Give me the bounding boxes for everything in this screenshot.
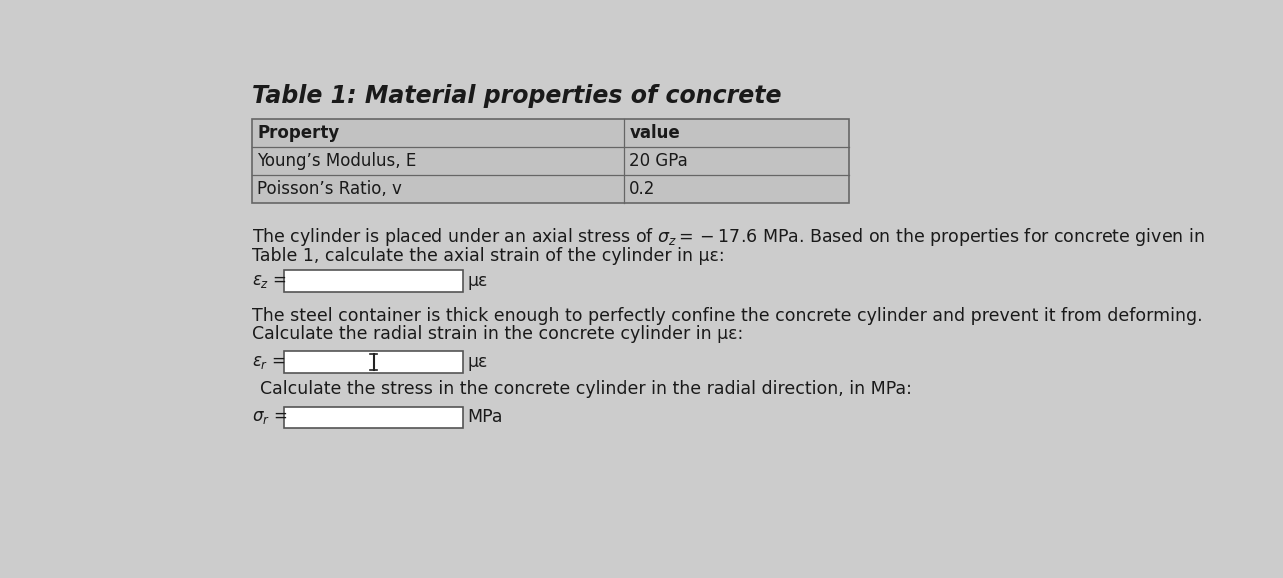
Bar: [285, 406, 463, 428]
Text: 20 GPa: 20 GPa: [629, 152, 688, 170]
Text: $\varepsilon_z$ =: $\varepsilon_z$ =: [251, 272, 287, 290]
Bar: [251, 175, 848, 202]
Text: Poisson’s Ratio, v: Poisson’s Ratio, v: [258, 180, 402, 198]
Bar: [285, 271, 463, 292]
Bar: [251, 120, 848, 147]
Text: $\sigma_r$ =: $\sigma_r$ =: [251, 409, 287, 427]
Text: value: value: [629, 124, 680, 142]
Bar: [285, 351, 463, 373]
Bar: [251, 120, 848, 202]
Text: The steel container is thick enough to perfectly confine the concrete cylinder a: The steel container is thick enough to p…: [251, 307, 1202, 325]
Text: Calculate the radial strain in the concrete cylinder in με:: Calculate the radial strain in the concr…: [251, 325, 743, 343]
Text: Calculate the stress in the concrete cylinder in the radial direction, in MPa:: Calculate the stress in the concrete cyl…: [259, 380, 911, 398]
Text: MPa: MPa: [467, 409, 503, 427]
Text: Table 1: Material properties of concrete: Table 1: Material properties of concrete: [251, 84, 781, 108]
Text: 0.2: 0.2: [629, 180, 656, 198]
Text: The cylinder is placed under an axial stress of $\sigma_z = -17.6$ MPa. Based on: The cylinder is placed under an axial st…: [251, 226, 1205, 248]
Text: $\varepsilon_r$ =: $\varepsilon_r$ =: [251, 353, 286, 371]
Text: Property: Property: [258, 124, 340, 142]
Text: με: με: [467, 353, 488, 371]
Text: Table 1, calculate the axial strain of the cylinder in με:: Table 1, calculate the axial strain of t…: [251, 247, 725, 265]
Text: Young’s Modulus, E: Young’s Modulus, E: [258, 152, 417, 170]
Text: με: με: [467, 272, 488, 290]
Bar: [251, 147, 848, 175]
